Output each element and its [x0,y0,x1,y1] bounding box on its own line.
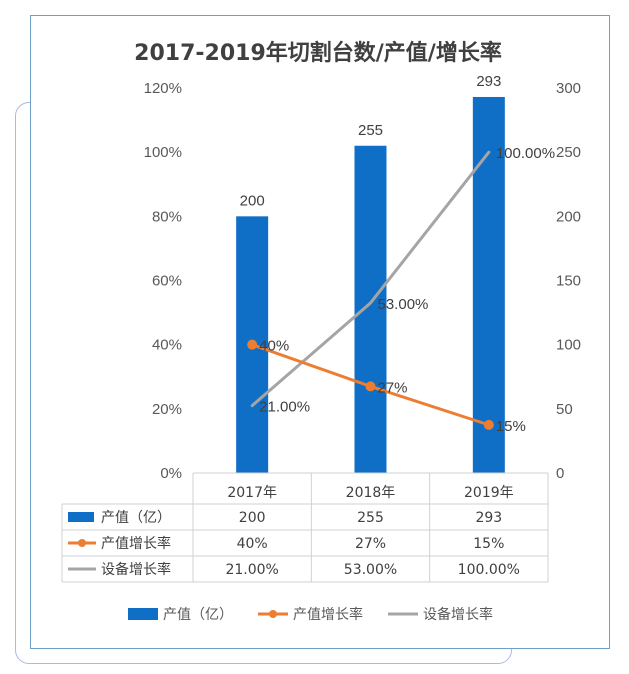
table-row-label: 产值增长率 [101,535,171,552]
line-point [365,381,376,392]
legend-label: 产值增长率 [293,606,363,623]
table-cell: 53.00% [344,562,397,578]
table-cell: 21.00% [225,562,278,578]
chart-frame [30,15,610,649]
table-cell: 40% [237,536,268,552]
bar-2018 [354,145,387,473]
left-tick-label: 0% [160,465,182,482]
right-axis: 0 50 100 150 200 250 300 [556,80,581,482]
left-tick-label: 120% [144,80,182,97]
table-row-label: 设备增长率 [101,561,171,578]
category-label: 2017年 [227,485,277,501]
left-tick-label: 80% [152,208,182,225]
line-data-label: 40% [259,338,289,355]
bar-data-label: 255 [358,122,383,139]
category-label: 2018年 [346,485,396,501]
left-tick-label: 20% [152,401,182,418]
right-tick-label: 50 [556,401,573,418]
line-data-label: 53.00% [378,296,429,313]
right-tick-label: 150 [556,273,581,290]
left-tick-label: 100% [144,144,182,161]
left-tick-label: 40% [152,337,182,354]
legend-key-bar [128,608,158,620]
left-axis: 0% 20% 40% 60% 80% 100% 120% [144,80,182,482]
right-tick-label: 100 [556,337,581,354]
bar-data-label: 200 [240,192,265,209]
legend: 产值（亿） 产值增长率 设备增长率 [128,606,493,623]
line-series: 21.00% 53.00% 100.00% 40% 27% 15% [247,145,555,435]
table-cell: 27% [355,536,386,552]
table-cell: 15% [473,536,504,552]
line-data-label: 21.00% [259,399,310,416]
line-point [247,339,258,350]
right-tick-label: 250 [556,144,581,161]
right-tick-label: 200 [556,208,581,225]
category-label: 2019年 [464,485,514,501]
bar-data-label: 293 [476,73,501,90]
line-data-label: 100.00% [496,145,555,162]
table-cell: 100.00% [458,562,520,578]
left-tick-label: 60% [152,273,182,290]
bar-2019 [472,96,505,473]
legend-label: 产值（亿） [163,607,233,623]
right-tick-label: 300 [556,80,581,97]
table-row-label: 产值（亿） [101,510,171,526]
line-data-label: 27% [378,379,408,396]
table-key-bar [68,512,94,522]
line-point [483,419,494,430]
table-cell: 293 [475,510,502,526]
legend-label: 设备增长率 [423,606,493,623]
line-data-label: 15% [496,418,526,435]
table-cell: 255 [357,510,384,526]
legend-key-marker [269,610,277,618]
table-key-marker [78,539,86,547]
right-tick-label: 0 [556,465,564,482]
table-cell: 200 [239,510,266,526]
line-equipment-growth [250,150,491,408]
chart-title: 2017-2019年切割台数/产值/增长率 [134,40,502,66]
